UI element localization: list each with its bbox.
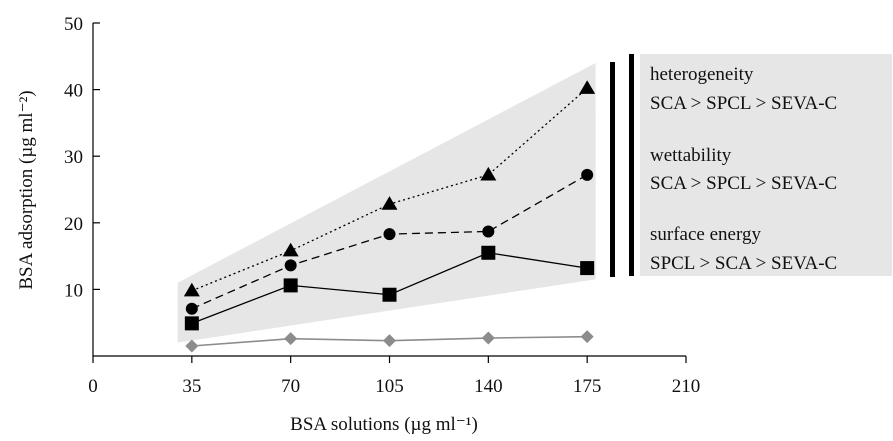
x-axis-title: BSA solutions (µg ml⁻¹) — [290, 414, 478, 435]
data-point-triangle — [282, 242, 299, 257]
annotation-box — [640, 54, 892, 276]
data-point-circle — [185, 302, 198, 315]
x-tick-label: 35 — [182, 376, 201, 397]
data-point-square — [184, 316, 199, 331]
data-point-triangle — [183, 282, 200, 297]
data-point-triangle — [381, 196, 398, 210]
annotation-ranking: SCA > SPCL > SEVA-C — [650, 93, 837, 114]
y-tick-label: 30 — [64, 147, 83, 168]
y-tick-label: 40 — [64, 81, 83, 102]
x-tick-label: 0 — [88, 376, 98, 397]
data-point-square — [481, 245, 496, 260]
y-tick-label: 50 — [64, 14, 83, 35]
data-point-diamond — [580, 330, 594, 344]
x-tick-label: 70 — [281, 376, 300, 397]
annotation-heading: wettability — [650, 145, 732, 166]
data-point-square — [283, 278, 298, 293]
range-bar-right — [629, 54, 634, 276]
ticks-layer: 0 35 70 105 140 175 210 10 20 30 40 50 — [64, 14, 700, 397]
annotation-heading: surface energy — [650, 224, 761, 245]
data-point-diamond — [383, 334, 396, 348]
annotation-layer: heterogeneity SCA > SPCL > SEVA-C wettab… — [650, 64, 837, 274]
data-point-circle — [482, 225, 495, 238]
series-layer — [183, 80, 596, 353]
data-point-circle — [383, 228, 396, 241]
x-tick-label: 175 — [573, 376, 602, 397]
y-tick-label: 10 — [64, 280, 83, 301]
data-point-triangle — [579, 80, 596, 94]
data-point-square — [580, 261, 595, 276]
y-axis-title: BSA adsorption (µg ml⁻²) — [16, 90, 37, 289]
range-bar-left — [610, 62, 615, 277]
data-point-diamond — [481, 331, 495, 345]
x-tick-label: 105 — [375, 376, 404, 397]
x-tick-label: 210 — [672, 376, 701, 397]
annotation-ranking: SPCL > SCA > SEVA-C — [650, 253, 837, 274]
data-point-diamond — [185, 339, 199, 353]
data-point-circle — [581, 168, 594, 181]
data-point-diamond — [284, 332, 298, 346]
data-point-circle — [284, 259, 297, 272]
data-point-square — [382, 287, 397, 302]
y-tick-label: 20 — [64, 214, 83, 235]
x-tick-label: 140 — [474, 376, 503, 397]
data-point-triangle — [480, 166, 497, 181]
annotation-ranking: SCA > SPCL > SEVA-C — [650, 173, 837, 194]
annotation-heading: heterogeneity — [650, 64, 754, 85]
